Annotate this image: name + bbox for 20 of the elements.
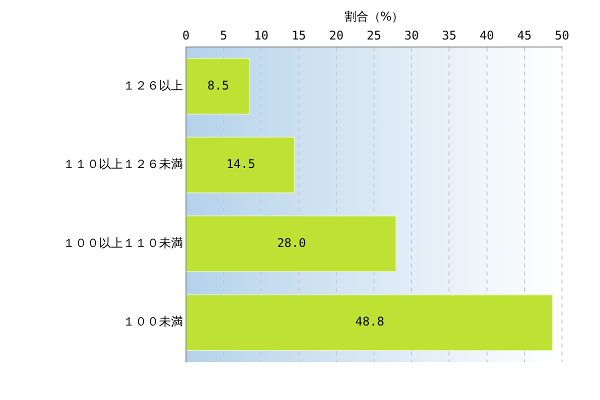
x-tick-label: 50	[554, 28, 570, 43]
x-tick-label: 25	[366, 28, 382, 43]
data-label: 28.0	[277, 236, 306, 250]
data-label: 48.8	[355, 314, 384, 329]
x-tick-label: 30	[404, 28, 419, 43]
x-tick-label: 5	[220, 28, 228, 43]
x-tick-label: 15	[292, 28, 306, 43]
y-tick-label: １２６以上	[123, 78, 183, 92]
y-tick-label: １１０以上１２６未満	[63, 157, 183, 172]
x-tick-label: 20	[329, 28, 344, 43]
x-tick-label: 40	[480, 28, 494, 43]
x-tick-label: 45	[517, 28, 532, 43]
y-tick-label: １００未満	[123, 314, 183, 329]
y-tick-label: １００以上１１０未満	[63, 236, 183, 250]
x-tick-label: 10	[254, 28, 268, 43]
data-label: 14.5	[226, 157, 256, 172]
x-axis-title: 割合（%）	[344, 9, 404, 24]
data-label: 8.5	[207, 78, 230, 92]
x-tick-label: 0	[182, 28, 190, 43]
x-tick-label: 35	[442, 28, 456, 43]
